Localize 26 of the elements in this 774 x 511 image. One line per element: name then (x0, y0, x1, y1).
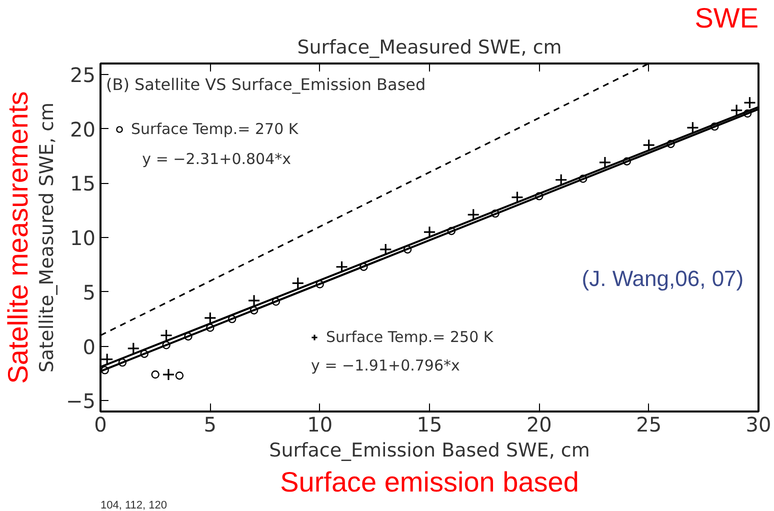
x-tick-label: 5 (204, 412, 217, 436)
text: Satellite measurements (2, 91, 34, 384)
y-tick-label: 15 (70, 172, 96, 196)
text: SWE (694, 2, 758, 34)
x-tick-label: 30 (746, 412, 772, 436)
annotation: y = −1.91+0.796*x (311, 356, 460, 375)
x-tick-label: 10 (307, 412, 333, 436)
y-tick-label: 20 (70, 117, 96, 142)
annotation: (J. Wang,06, 07) (582, 266, 744, 291)
y-tick-label: 0 (82, 334, 96, 359)
x-tick-label: 20 (526, 412, 552, 436)
x-axis-title: Surface_Emission Based SWE, cm (269, 440, 590, 462)
legend-label: Surface Temp.= 250 K (326, 328, 494, 346)
text: Surface emission based (280, 466, 579, 498)
y-tick-label: 25 (70, 62, 96, 87)
annotation: (B) Satellite VS Surface_Emission Based (106, 74, 426, 94)
x-tick-label: 15 (416, 412, 442, 436)
x2-axis-title: Surface_Measured SWE, cm (297, 36, 562, 58)
legend-label: Surface Temp.= 270 K (131, 120, 298, 138)
y-axis-title: Satellite_Measured SWE, cm (36, 102, 58, 373)
y-tick-label: −5 (66, 389, 96, 414)
y-tick-label: 5 (82, 280, 96, 304)
y-tick-label: 10 (70, 226, 96, 250)
annotation: y = −2.31+0.804*x (142, 150, 292, 168)
x-tick-label: 25 (636, 412, 662, 436)
text: 104, 112, 120 (100, 500, 167, 511)
